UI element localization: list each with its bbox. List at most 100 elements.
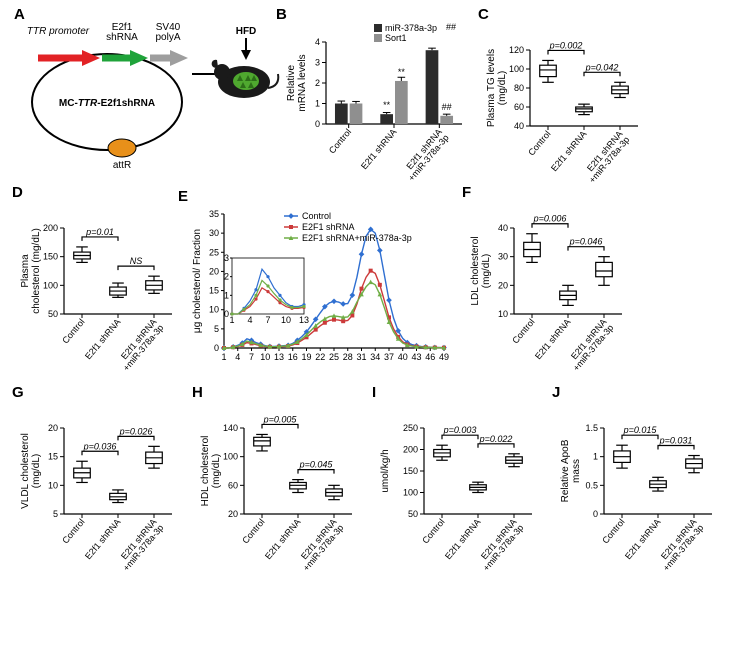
svg-text:50: 50 bbox=[408, 509, 418, 519]
svg-text:5: 5 bbox=[214, 324, 219, 334]
svg-text:p=0.042: p=0.042 bbox=[585, 62, 619, 72]
svg-text:0: 0 bbox=[224, 309, 229, 319]
svg-text:0: 0 bbox=[315, 119, 320, 129]
svg-text:5: 5 bbox=[53, 509, 58, 519]
svg-text:p=0.015: p=0.015 bbox=[623, 425, 658, 435]
svg-text:20: 20 bbox=[228, 509, 238, 519]
svg-text:0: 0 bbox=[214, 343, 219, 353]
svg-text:E2f1 shRNA: E2f1 shRNA bbox=[263, 517, 302, 561]
svg-text:80: 80 bbox=[514, 83, 524, 93]
svg-text:20: 20 bbox=[209, 266, 219, 276]
svg-text:Plasmacholesterol (mg/dL): Plasmacholesterol (mg/dL) bbox=[20, 228, 42, 314]
svg-text:10: 10 bbox=[48, 480, 58, 490]
svg-text:49: 49 bbox=[439, 352, 449, 362]
panel-G: 5101520VLDL cholesterol(mg/dL)ControlE2f… bbox=[20, 400, 178, 568]
svg-text:1: 1 bbox=[315, 99, 320, 109]
svg-text:Control: Control bbox=[420, 517, 446, 546]
svg-text:60: 60 bbox=[514, 102, 524, 112]
label-B: B bbox=[276, 6, 287, 23]
svg-text:2: 2 bbox=[224, 272, 229, 282]
svg-text:Control: Control bbox=[600, 517, 626, 546]
svg-text:miR-378a-3p: miR-378a-3p bbox=[385, 23, 437, 33]
svg-text:1.5: 1.5 bbox=[585, 423, 598, 433]
svg-text:1: 1 bbox=[593, 452, 598, 462]
svg-text:Control: Control bbox=[327, 127, 353, 156]
svg-text:1: 1 bbox=[221, 352, 226, 362]
svg-text:19: 19 bbox=[301, 352, 311, 362]
svg-text:1: 1 bbox=[229, 315, 234, 325]
svg-text:10: 10 bbox=[281, 315, 291, 325]
svg-text:2: 2 bbox=[315, 78, 320, 88]
svg-text:Control: Control bbox=[510, 317, 536, 346]
svg-text:10: 10 bbox=[260, 352, 270, 362]
svg-text:15: 15 bbox=[209, 286, 219, 296]
mouse-icon bbox=[212, 60, 279, 98]
svg-text:E2f1 shRNA+miR-378a-3p: E2f1 shRNA+miR-378a-3p bbox=[580, 129, 631, 185]
svg-text:37: 37 bbox=[384, 352, 394, 362]
label-C: C bbox=[478, 6, 489, 23]
svg-text:E2f1 shRNA: E2f1 shRNA bbox=[533, 317, 572, 361]
svg-text:p=0.01: p=0.01 bbox=[85, 227, 114, 237]
svg-text:HDL cholesterol(mg/dL): HDL cholesterol(mg/dL) bbox=[200, 436, 222, 507]
svg-text:E2f1 shRNA: E2f1 shRNA bbox=[623, 517, 662, 561]
panel-F-svg: 10203040LDL cholesterol(mg/dL)ControlE2f… bbox=[470, 200, 628, 368]
svg-text:10: 10 bbox=[209, 305, 219, 315]
label-G: G bbox=[12, 384, 24, 401]
svg-text:RelativemRNA levels: RelativemRNA levels bbox=[286, 54, 308, 111]
panel-I-svg: 50100150200250umol/kg/hControlE2f1 shRNA… bbox=[380, 400, 538, 568]
panel-D: 50100150200Plasmacholesterol (mg/dL)Cont… bbox=[20, 200, 178, 368]
svg-text:40: 40 bbox=[398, 352, 408, 362]
svg-text:##: ## bbox=[446, 22, 456, 32]
label-I: I bbox=[372, 384, 376, 401]
svg-text:E2f1 shRNA+miR-378a-3p: E2f1 shRNA+miR-378a-3p bbox=[654, 517, 705, 573]
svg-text:150: 150 bbox=[43, 252, 58, 262]
ttr-arrow bbox=[38, 50, 100, 66]
svg-text:E2F1 shRNA+miR-378a-3p: E2F1 shRNA+miR-378a-3p bbox=[302, 233, 412, 243]
svg-text:120: 120 bbox=[509, 45, 524, 55]
svg-text:Control: Control bbox=[526, 129, 552, 158]
svg-text:p=0.031: p=0.031 bbox=[659, 436, 693, 446]
svg-text:p=0.022: p=0.022 bbox=[479, 434, 513, 444]
panel-A-svg: attR TTR promoter E2f1shRNA SV40polyA MC… bbox=[22, 22, 270, 172]
label-A: A bbox=[14, 6, 25, 23]
svg-text:31: 31 bbox=[356, 352, 366, 362]
svg-text:Plasma TG levels(mg/dL): Plasma TG levels(mg/dL) bbox=[486, 49, 508, 127]
svg-text:p=0.006: p=0.006 bbox=[533, 214, 567, 224]
svg-text:60: 60 bbox=[228, 480, 238, 490]
attR-label: attR bbox=[113, 160, 131, 171]
svg-text:p=0.002: p=0.002 bbox=[549, 40, 583, 50]
svg-text:22: 22 bbox=[315, 352, 325, 362]
svg-text:46: 46 bbox=[425, 352, 435, 362]
panel-G-svg: 5101520VLDL cholesterol(mg/dL)ControlE2f… bbox=[20, 400, 178, 568]
svg-text:4: 4 bbox=[247, 315, 252, 325]
svg-text:16: 16 bbox=[288, 352, 298, 362]
svg-text:E2f1 shRNA+miR-378a-3p: E2f1 shRNA+miR-378a-3p bbox=[399, 127, 450, 183]
svg-text:E2f1 shRNA: E2f1 shRNA bbox=[549, 129, 588, 173]
sv40-arrow bbox=[150, 50, 188, 66]
svg-text:**: ** bbox=[383, 100, 391, 110]
svg-text:p=0.005: p=0.005 bbox=[263, 414, 298, 424]
svg-text:Control: Control bbox=[60, 317, 86, 346]
panel-B: 01234RelativemRNA levelsmiR-378a-3pSort1… bbox=[286, 22, 466, 180]
label-E: E bbox=[178, 188, 188, 205]
panel-I: 50100150200250umol/kg/hControlE2f1 shRNA… bbox=[380, 400, 538, 568]
svg-text:NS: NS bbox=[130, 256, 143, 266]
svg-text:Control: Control bbox=[302, 211, 331, 221]
panel-E-svg: 0510152025303514710131619222528313437404… bbox=[190, 200, 450, 368]
svg-text:p=0.026: p=0.026 bbox=[119, 426, 153, 436]
svg-text:0.5: 0.5 bbox=[585, 480, 598, 490]
attr-oval bbox=[108, 139, 136, 157]
svg-text:100: 100 bbox=[223, 452, 238, 462]
svg-text:4: 4 bbox=[235, 352, 240, 362]
svg-text:3: 3 bbox=[315, 58, 320, 68]
panel-H: 2060100140HDL cholesterol(mg/dL)ControlE… bbox=[200, 400, 358, 568]
svg-text:E2f1 shRNA+miR-378a-3p: E2f1 shRNA+miR-378a-3p bbox=[114, 317, 165, 373]
svg-text:100: 100 bbox=[509, 64, 524, 74]
svg-text:p=0.045: p=0.045 bbox=[299, 460, 334, 470]
svg-text:Relative ApoBmass: Relative ApoBmass bbox=[560, 439, 582, 502]
sv40-lbl: SV40polyA bbox=[155, 22, 180, 43]
svg-text:150: 150 bbox=[403, 466, 418, 476]
svg-text:13: 13 bbox=[299, 315, 309, 325]
svg-text:10: 10 bbox=[498, 309, 508, 319]
svg-text:E2f1 shRNA: E2f1 shRNA bbox=[359, 127, 398, 171]
